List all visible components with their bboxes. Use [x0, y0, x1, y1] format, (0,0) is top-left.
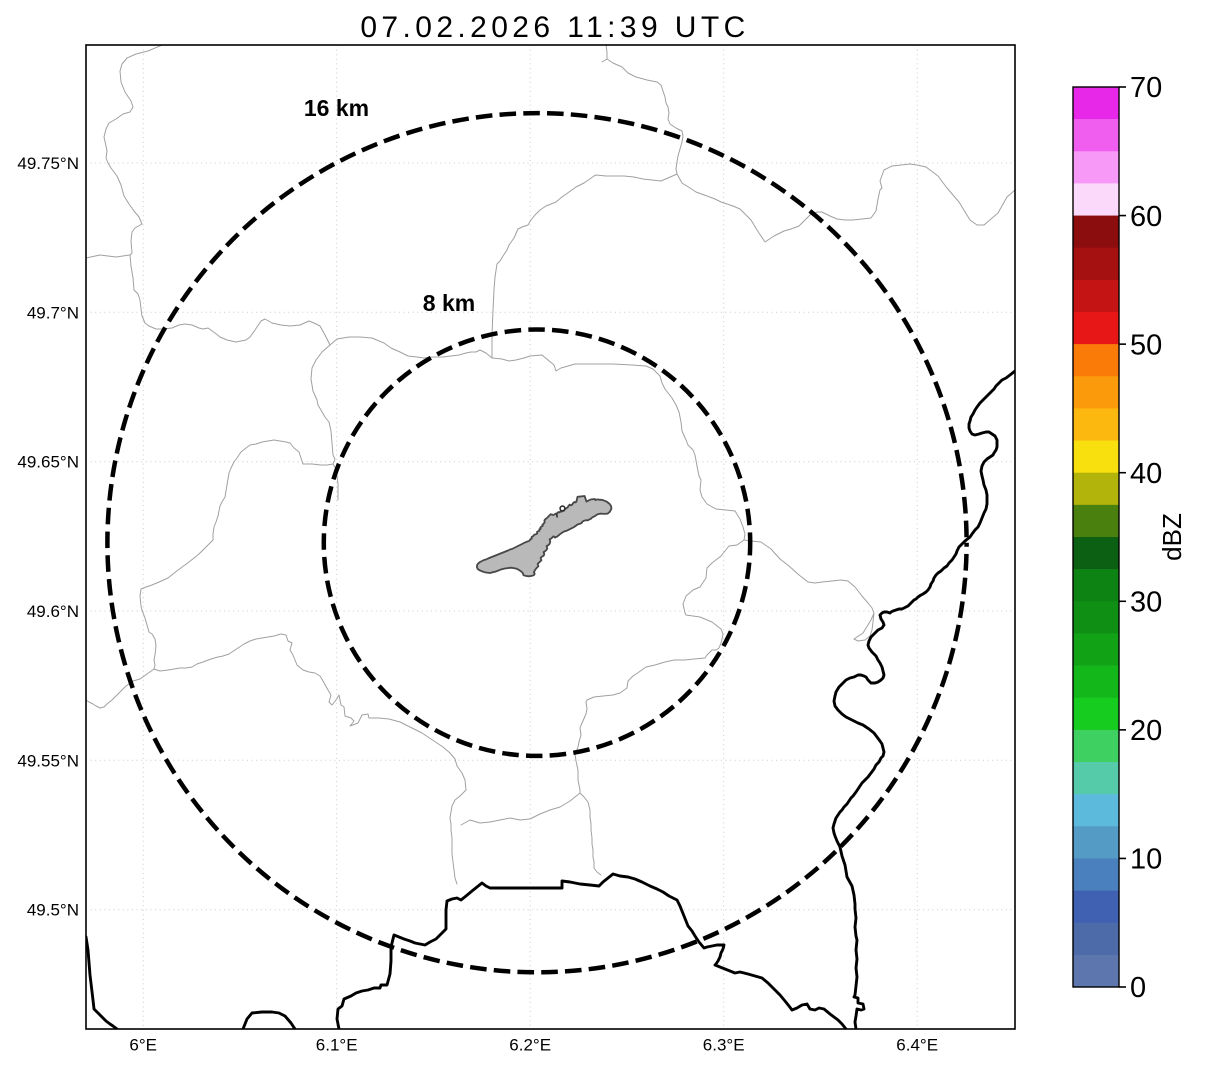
svg-text:6°E: 6°E	[129, 1036, 157, 1055]
svg-text:49.65°N: 49.65°N	[17, 453, 79, 472]
svg-text:dBZ: dBZ	[1157, 513, 1187, 561]
svg-text:49.75°N: 49.75°N	[17, 154, 79, 173]
svg-text:10: 10	[1130, 844, 1162, 876]
svg-text:6.4°E: 6.4°E	[896, 1036, 938, 1055]
svg-text:70: 70	[1130, 72, 1162, 104]
svg-text:49.7°N: 49.7°N	[27, 303, 79, 322]
svg-text:6.1°E: 6.1°E	[316, 1036, 358, 1055]
svg-text:30: 30	[1130, 586, 1162, 618]
svg-text:60: 60	[1130, 201, 1162, 233]
svg-text:07.02.2026 11:39 UTC: 07.02.2026 11:39 UTC	[360, 11, 749, 44]
svg-text:8 km: 8 km	[423, 290, 475, 316]
svg-text:49.55°N: 49.55°N	[17, 751, 79, 770]
svg-text:49.5°N: 49.5°N	[27, 901, 79, 920]
svg-text:49.6°N: 49.6°N	[27, 602, 79, 621]
svg-text:20: 20	[1130, 715, 1162, 747]
svg-text:50: 50	[1130, 329, 1162, 361]
svg-text:16 km: 16 km	[304, 95, 369, 121]
svg-text:0: 0	[1130, 972, 1146, 1004]
svg-text:6.3°E: 6.3°E	[703, 1036, 745, 1055]
svg-text:6.2°E: 6.2°E	[509, 1036, 551, 1055]
svg-text:40: 40	[1130, 458, 1162, 490]
